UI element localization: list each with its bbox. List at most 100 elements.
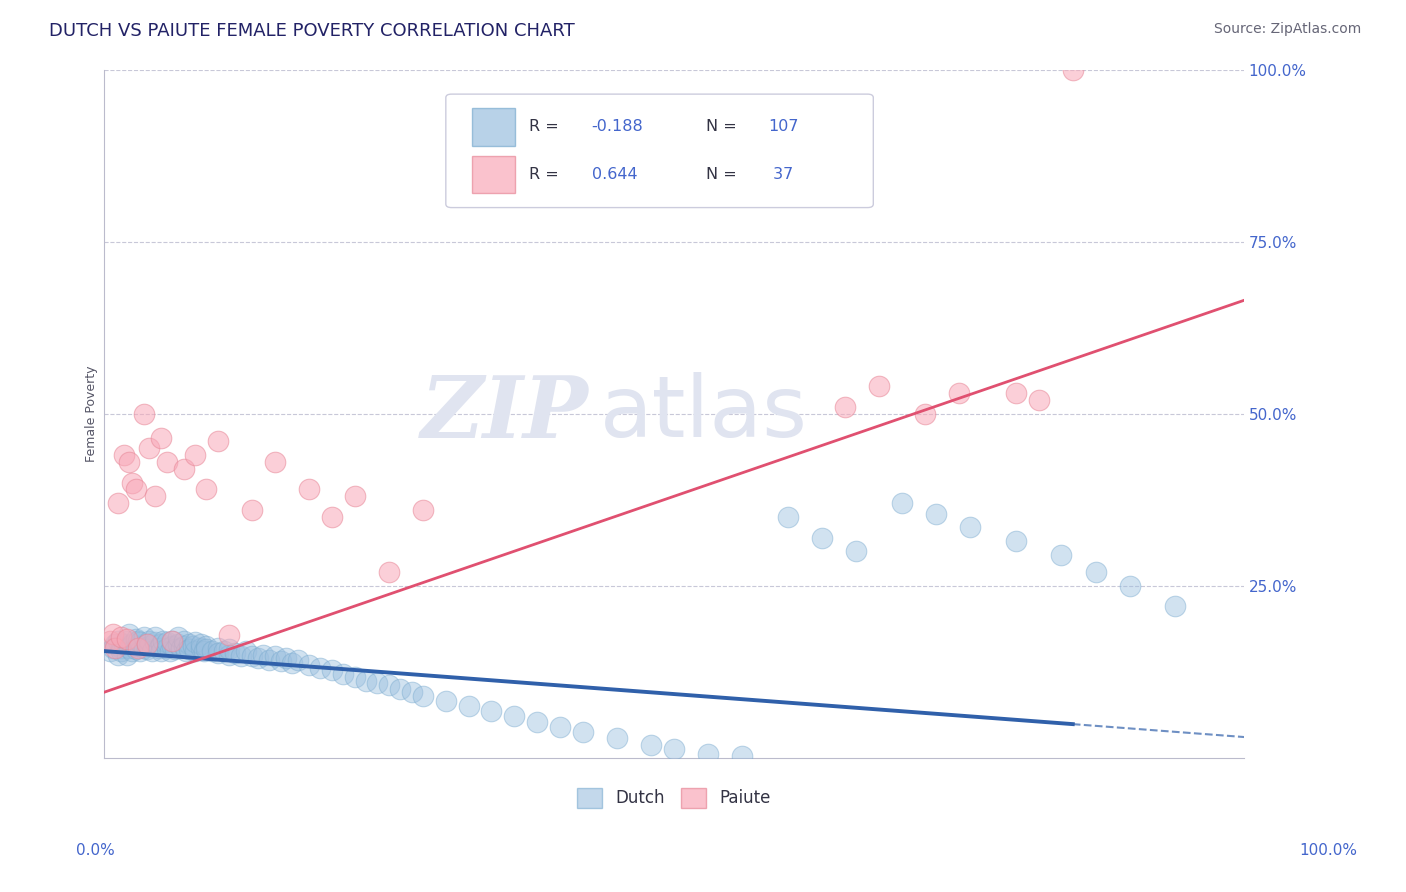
Point	[834, 400, 856, 414]
Point	[173, 462, 195, 476]
Point	[1164, 599, 1187, 614]
Point	[132, 407, 155, 421]
Point	[309, 661, 332, 675]
Point	[125, 483, 148, 497]
Point	[776, 510, 799, 524]
Point	[252, 648, 274, 662]
Point	[263, 648, 285, 663]
Point	[179, 637, 201, 651]
Point	[434, 694, 457, 708]
Point	[184, 448, 207, 462]
Text: 0.644: 0.644	[592, 167, 637, 182]
Point	[118, 640, 141, 655]
Point	[378, 678, 401, 692]
Point	[155, 455, 177, 469]
Point	[343, 489, 366, 503]
Point	[127, 640, 149, 655]
Point	[121, 475, 143, 490]
Point	[207, 646, 229, 660]
Point	[235, 644, 257, 658]
Point	[503, 709, 526, 723]
Point	[218, 628, 240, 642]
Point	[149, 637, 172, 651]
Point	[389, 681, 412, 696]
Point	[240, 648, 263, 663]
Point	[129, 644, 152, 658]
Point	[1028, 393, 1050, 408]
Point	[101, 640, 124, 655]
Point	[246, 651, 269, 665]
Point	[298, 483, 321, 497]
Point	[1050, 548, 1073, 562]
Point	[136, 637, 159, 651]
Point	[366, 676, 388, 690]
Point	[412, 689, 434, 703]
Point	[412, 503, 434, 517]
Point	[1119, 579, 1142, 593]
Point	[125, 642, 148, 657]
Point	[173, 633, 195, 648]
Point	[207, 434, 229, 449]
Point	[127, 640, 149, 654]
Point	[868, 379, 890, 393]
Point	[378, 565, 401, 579]
Point	[167, 630, 190, 644]
Point	[143, 489, 166, 503]
Point	[167, 637, 190, 651]
Point	[112, 448, 135, 462]
Point	[190, 637, 212, 651]
Point	[121, 644, 143, 658]
Point	[115, 632, 138, 647]
Point	[731, 749, 754, 764]
Point	[110, 640, 132, 655]
Point	[136, 637, 159, 651]
Point	[229, 648, 252, 663]
Point	[526, 714, 548, 729]
Point	[143, 635, 166, 649]
Point	[240, 503, 263, 517]
Point	[121, 637, 143, 651]
Legend: Dutch, Paiute: Dutch, Paiute	[569, 781, 778, 814]
Text: R =: R =	[529, 167, 564, 182]
Point	[127, 633, 149, 648]
Point	[115, 633, 138, 648]
Text: 100.0%: 100.0%	[1299, 843, 1358, 858]
Point	[136, 642, 159, 657]
Point	[193, 644, 215, 658]
Point	[170, 640, 193, 655]
Text: atlas: atlas	[600, 372, 807, 455]
Point	[129, 635, 152, 649]
Point	[155, 640, 177, 655]
Point	[195, 640, 218, 654]
Point	[212, 644, 235, 658]
Point	[101, 627, 124, 641]
Bar	[472, 108, 516, 145]
Point	[132, 630, 155, 644]
Point	[1062, 63, 1084, 78]
Point	[263, 455, 285, 469]
Point	[281, 656, 304, 670]
Point	[125, 632, 148, 647]
Point	[118, 455, 141, 469]
Point	[152, 633, 174, 648]
Point	[174, 644, 197, 658]
Point	[118, 627, 141, 641]
Point	[332, 666, 354, 681]
Text: 107: 107	[769, 120, 799, 134]
Point	[163, 642, 186, 657]
Point	[697, 747, 720, 761]
Point	[218, 642, 240, 657]
Point	[481, 704, 503, 718]
Point	[104, 640, 127, 655]
Point	[270, 654, 292, 668]
Point	[257, 653, 280, 667]
Point	[287, 653, 309, 667]
Point	[662, 742, 685, 756]
Bar	[472, 156, 516, 194]
Text: ZIP: ZIP	[420, 372, 588, 456]
Point	[890, 496, 912, 510]
Point	[184, 635, 207, 649]
Point	[110, 630, 132, 644]
Text: -0.188: -0.188	[592, 120, 644, 134]
Text: Source: ZipAtlas.com: Source: ZipAtlas.com	[1213, 22, 1361, 37]
